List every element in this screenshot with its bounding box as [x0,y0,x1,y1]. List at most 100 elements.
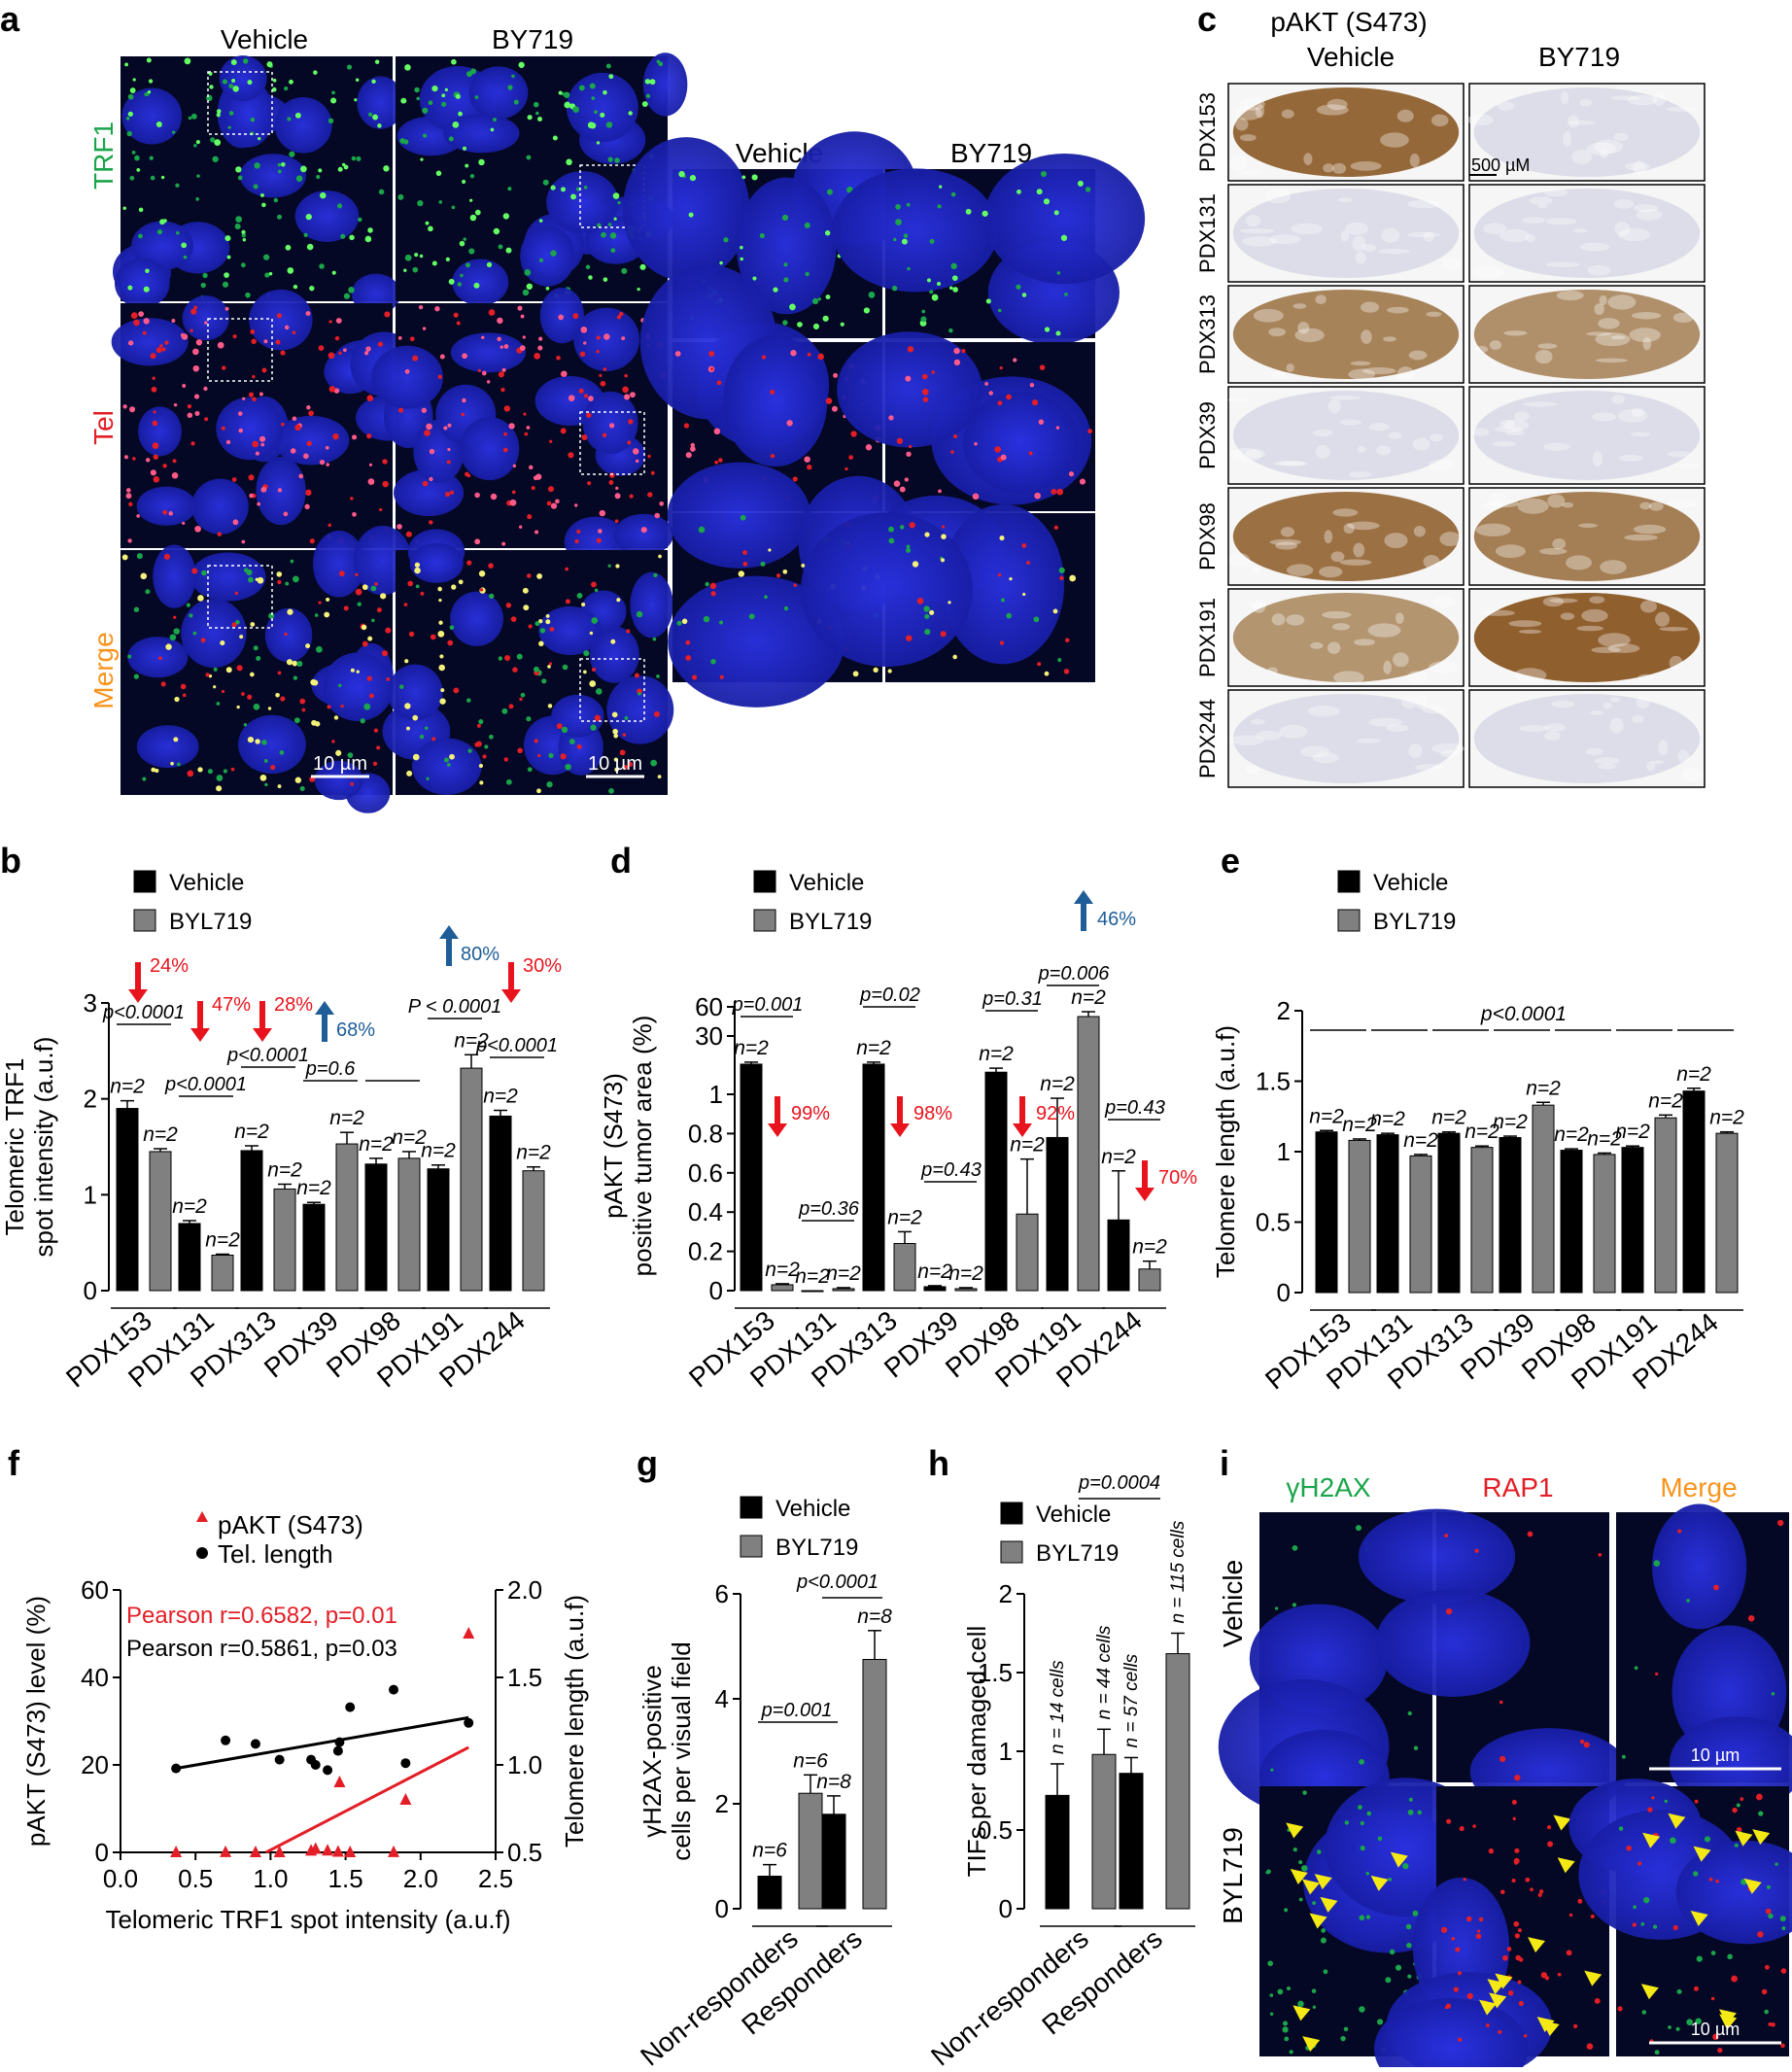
telomere-spot [149,155,154,160]
telomere-spot [1064,293,1068,296]
telomere-spot [127,654,132,659]
nucleus [153,544,196,608]
telomere-spot [1757,1931,1764,1938]
nucleus [450,332,526,373]
ihc-lumen [1594,139,1623,155]
ihc-lumen [1523,401,1558,407]
telomere-spot [1040,170,1048,178]
telomere-spot [319,460,326,466]
telomere-spot [217,341,224,349]
telomere-spot [542,179,549,186]
telomere-spot [510,616,517,622]
telomere-spot [793,583,797,587]
telomere-spot [1365,1872,1369,1876]
telomere-spot [412,355,419,362]
telomere-spot [136,514,140,518]
telomere-spot [286,659,293,666]
telomere-spot [536,572,543,579]
telomere-spot [999,365,1003,370]
telomere-spot [447,447,451,452]
telomere-spot [186,603,191,607]
arrowhead-marker [1557,1857,1575,1874]
telomere-spot [187,403,192,409]
telomere-spot [603,277,608,282]
telomere-spot [1269,2012,1274,2017]
telomere-spot [583,670,587,674]
bar [116,1108,139,1292]
telomere-spot [422,480,429,487]
nucleus [983,153,1146,285]
telomere-spot [348,287,355,294]
telomere-spot [576,743,582,749]
telomere-spot [906,451,912,457]
telomere-spot [447,639,454,646]
telomere-spot [1402,1863,1409,1870]
telomere-spot [645,93,651,98]
ihc-lumen [1322,610,1352,619]
telomere-spot [296,661,303,668]
telomere-spot [614,493,621,500]
change-arrow-down [253,1001,272,1042]
telomere-spot [412,266,419,273]
telomere-spot [997,400,1003,406]
telomere-spot [426,423,432,431]
ihc-lumen [1646,761,1656,772]
telomere-spot [298,473,304,479]
telomere-spot [1696,1955,1703,1962]
ihc-lumen [1323,163,1334,173]
telomere-spot [365,346,371,352]
telomere-spot [187,770,194,777]
legend-swatch [740,1535,763,1558]
nucleus [667,462,810,569]
telomere-spot [1530,1887,1534,1892]
ihc-lumen [1552,537,1567,550]
nucleus [264,607,313,663]
telomere-spot [526,426,531,430]
telomere-spot [1440,1926,1448,1933]
legend-label: pAKT (S473) [218,1510,363,1539]
telomere-spot [614,157,620,163]
telomere-spot [1033,616,1040,623]
bar [1077,1016,1100,1292]
telomere-spot [332,432,339,440]
telomere-spot [961,348,966,354]
telomere-spot [289,79,293,85]
ihc-lumen [1361,329,1372,344]
telomere-spot [234,591,239,596]
ihc-lumen [1430,114,1449,127]
ihc-lumen [1652,91,1666,106]
telomere-spot [235,620,240,625]
telomere-spot [470,68,477,75]
telomere-spot [1694,1799,1699,1804]
telomere-spot [458,111,463,117]
telomere-spot [644,79,651,85]
telomere-spot [1359,2006,1365,2013]
legend-label: Vehicle [1036,1502,1111,1528]
telomere-spot [1297,2000,1304,2008]
ihc-lumen [1407,199,1440,209]
ihc-lumen [1313,429,1333,437]
telomere-spot [545,614,550,618]
legend-swatch [133,909,156,932]
telomere-spot [1511,1879,1516,1883]
arrowhead-marker [1584,1970,1602,1986]
ihc-lumen [1617,408,1648,423]
ihc-lumen [1470,428,1490,436]
telomere-spot [685,452,692,459]
telomere-spot [1267,1960,1273,1967]
telomere-spot [1055,426,1060,430]
telomere-spot [526,716,532,722]
arrowhead-marker [1292,2005,1311,2021]
telomere-spot [290,448,296,454]
telomere-spot [270,764,276,771]
telomere-spot [920,316,927,323]
telomere-spot [685,639,691,645]
telomere-spot [498,244,503,250]
panel-c-row-label: PDX244 [1195,699,1220,778]
telomere-spot [549,627,555,632]
telomere-spot [1539,1889,1544,1894]
telomere-spot [168,511,174,516]
telomere-spot [516,653,523,660]
ihc-lumen [1252,600,1266,613]
telomere-spot [1672,1924,1678,1931]
